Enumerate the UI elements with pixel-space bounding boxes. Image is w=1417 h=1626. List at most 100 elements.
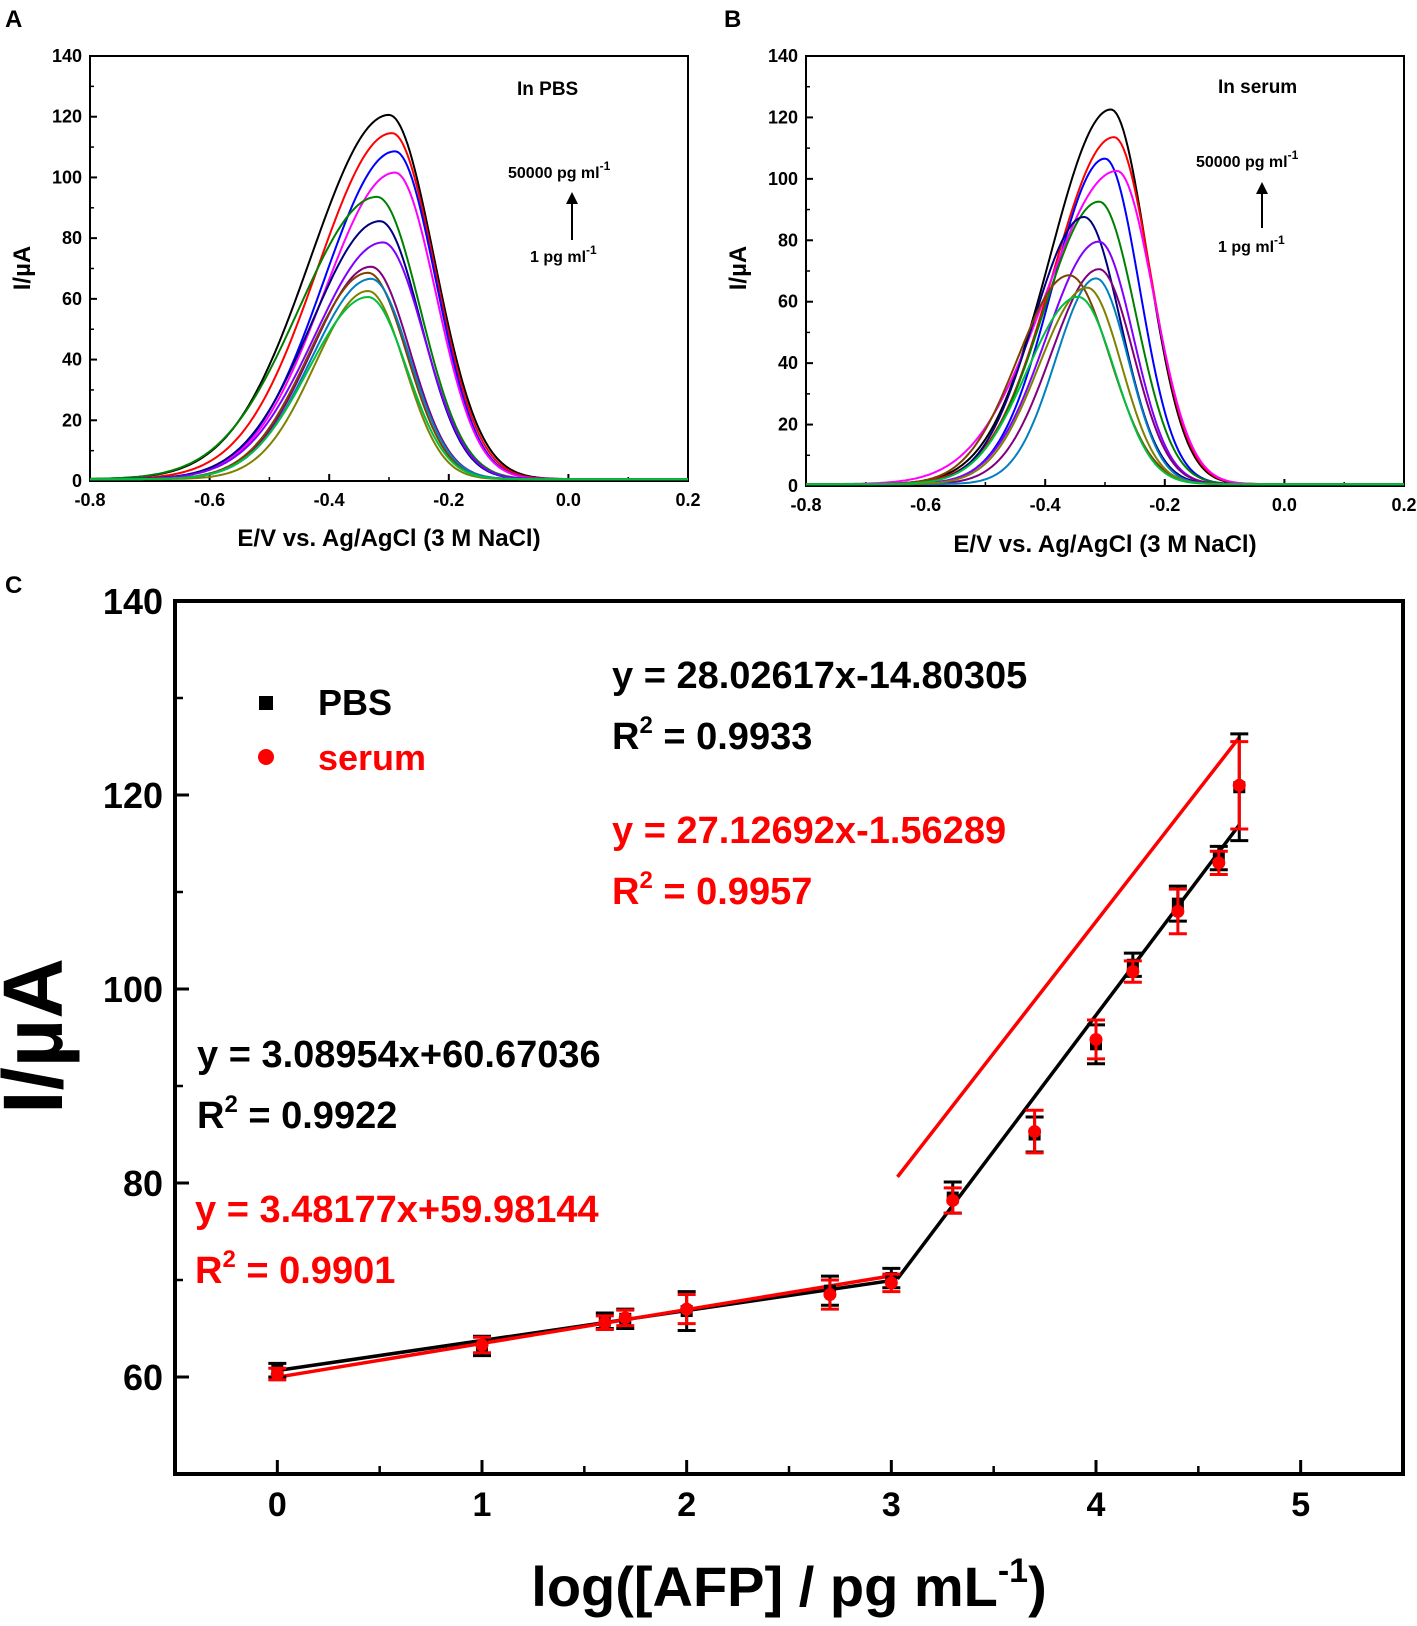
x-tick-label: -0.4 [1030, 495, 1061, 515]
panel-b: B -0.8 -0.6 -0.4 -0.2 0.0 0.2 0 20 40 60 80 100 120 1… [724, 6, 1417, 558]
panel-a-y-axis-title: I/µA [9, 246, 36, 291]
panel-c: C 0 1 2 3 4 5 60 80 100 120 140 PBS serum y = 28.0… [0, 572, 1405, 1618]
panel-c-axes: 0 1 2 3 4 5 60 80 100 120 140 [103, 581, 1405, 1524]
r2-pbs-high: R2 = 0.9933 [612, 712, 812, 758]
x-tick-label: -0.6 [910, 495, 941, 515]
panel-a-arrow-head [566, 192, 578, 204]
panel-a-plot-frame [89, 55, 689, 482]
voltammogram-curve [90, 295, 688, 481]
panel-a: A -0.8 -0.6 -0.4 -0.2 0.0 0.2 0 20 40 60 80 100 120 1… [5, 6, 701, 552]
panel-c-x-axis-title: log([AFP] / pg mL-1) [531, 1552, 1046, 1618]
voltammogram-curve [90, 220, 688, 481]
voltammogram-curve [90, 241, 688, 481]
y-tick-label: 100 [52, 167, 82, 187]
voltammogram-curve [90, 132, 688, 481]
panel-a-x-axis-title: E/V vs. Ag/AgCl (3 M NaCl) [237, 525, 540, 552]
y-tick-label: 80 [123, 1163, 163, 1204]
eq-pbs-high: y = 28.02617x-14.80305 [612, 655, 1027, 697]
r2-serum-high: R2 = 0.9957 [612, 867, 812, 913]
fit-line [896, 736, 1241, 1178]
voltammogram-curve [89, 195, 688, 481]
legend-label-pbs: PBS [318, 682, 392, 723]
data-point-serum [1212, 856, 1226, 870]
panel-b-arrow-top-label: 50000 pg ml-1 [1196, 148, 1299, 171]
x-tick-label: 5 [1291, 1486, 1310, 1524]
voltammogram-curve [806, 169, 1404, 486]
data-point-serum [823, 1288, 837, 1302]
y-tick-label: 40 [778, 353, 798, 373]
y-tick-label: 100 [768, 169, 798, 189]
y-tick-label: 80 [62, 228, 82, 248]
panel-a-label: A [5, 6, 22, 33]
data-point-serum [598, 1316, 612, 1330]
y-tick-label: 60 [778, 292, 798, 312]
data-point-serum [1089, 1032, 1103, 1046]
y-tick-label: 0 [72, 471, 82, 491]
x-tick-label: -0.4 [314, 490, 345, 510]
x-tick-label: 0.2 [675, 490, 700, 510]
voltammogram-curve [90, 289, 688, 481]
data-point-serum [270, 1367, 284, 1381]
x-tick-label: -0.6 [194, 490, 225, 510]
voltammogram-curve [806, 268, 1404, 486]
y-tick-label: 140 [768, 46, 798, 66]
panel-b-plot-frame [805, 55, 1405, 487]
panel-b-annotation: In serum [1218, 77, 1297, 98]
y-tick-label: 120 [768, 107, 798, 127]
data-point-serum [946, 1193, 960, 1207]
y-tick-label: 140 [52, 46, 82, 66]
data-point-serum [1171, 904, 1185, 918]
y-tick-label: 140 [103, 581, 163, 622]
y-tick-label: 0 [788, 476, 798, 496]
panel-c-label: C [5, 572, 22, 599]
y-tick-label: 120 [52, 107, 82, 127]
x-tick-label: -0.2 [433, 490, 464, 510]
voltammogram-curve [806, 274, 1404, 486]
x-tick-label: 4 [1087, 1486, 1106, 1524]
y-tick-label: 80 [778, 230, 798, 250]
panel-b-arrow-bottom-label: 1 pg ml-1 [1218, 233, 1285, 256]
voltammogram-curve [806, 295, 1404, 486]
legend-marker-pbs [259, 696, 273, 710]
panel-b-label: B [724, 6, 741, 33]
panel-b-arrow-head [1256, 182, 1268, 194]
y-tick-label: 60 [123, 1357, 163, 1398]
panel-b-axes: -0.8 -0.6 -0.4 -0.2 0.0 0.2 0 20 40 60 80 100 120 140 [768, 46, 1417, 515]
panel-c-data-points [268, 732, 1249, 1382]
voltammogram-curve [806, 157, 1404, 486]
data-point-serum [680, 1302, 694, 1316]
legend-marker-serum [258, 749, 274, 765]
panel-b-y-axis-title: I/µA [725, 246, 752, 291]
voltammogram-curve [90, 171, 688, 481]
r2-serum-low: R2 = 0.9901 [195, 1246, 395, 1292]
y-tick-label: 20 [62, 410, 82, 430]
eq-serum-high: y = 27.12692x-1.56289 [612, 810, 1006, 852]
y-tick-label: 120 [103, 775, 163, 816]
data-point-serum [1028, 1125, 1042, 1139]
panel-a-annotation: In PBS [517, 79, 578, 100]
x-tick-label: 1 [473, 1486, 492, 1524]
r2-pbs-low: R2 = 0.9922 [197, 1091, 397, 1137]
data-point-serum [618, 1311, 632, 1325]
x-tick-label: -0.2 [1149, 495, 1180, 515]
panel-a-axes: -0.8 -0.6 -0.4 -0.2 0.0 0.2 0 20 40 60 80 100 120 140 [52, 46, 701, 510]
voltammogram-curve [90, 271, 688, 481]
panel-a-curves [89, 113, 688, 481]
fit-line [896, 823, 1241, 1280]
panel-a-arrow-top-label: 50000 pg ml-1 [508, 159, 611, 182]
eq-serum-low: y = 3.48177x+59.98144 [195, 1189, 599, 1231]
data-point-serum [475, 1338, 489, 1352]
y-tick-label: 40 [62, 350, 82, 370]
fit-line [277, 1274, 892, 1379]
voltammogram-curve [806, 240, 1404, 486]
voltammogram-curve [90, 277, 688, 481]
voltammogram-curve [806, 108, 1404, 486]
voltammogram-curve [90, 150, 688, 481]
x-tick-label: 0.0 [1272, 495, 1297, 515]
panel-c-y-axis-title: I/µA [0, 958, 80, 1114]
y-tick-label: 60 [62, 289, 82, 309]
x-tick-label: 0.2 [1391, 495, 1416, 515]
x-tick-label: -0.8 [790, 495, 821, 515]
panel-a-arrow-bottom-label: 1 pg ml-1 [530, 243, 597, 266]
